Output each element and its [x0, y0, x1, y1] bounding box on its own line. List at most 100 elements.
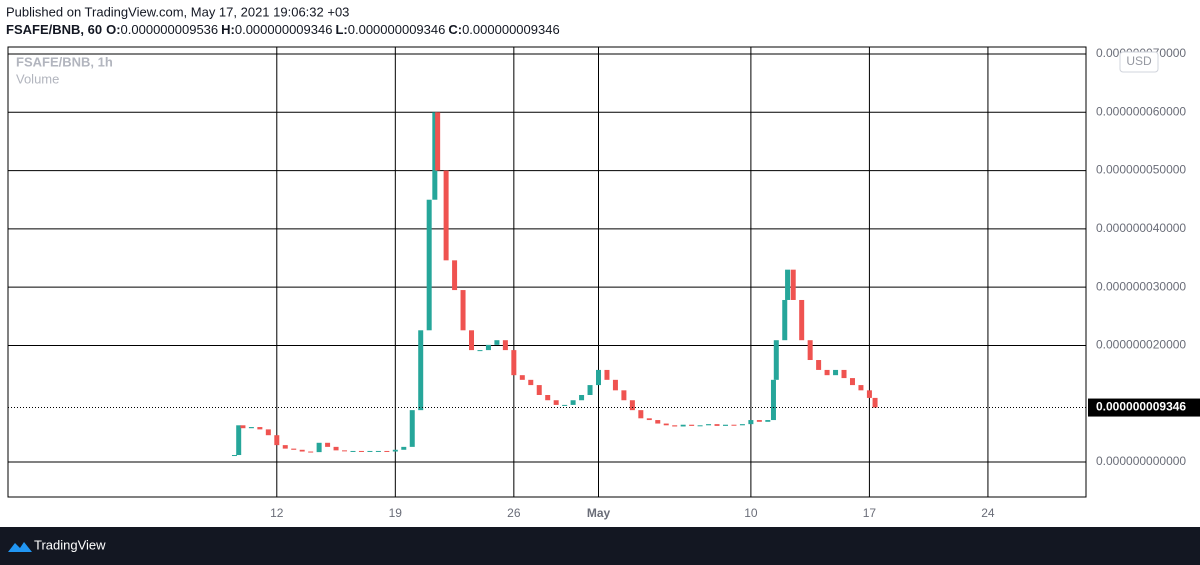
candle: [562, 404, 568, 406]
candle: [872, 397, 878, 408]
candle: [528, 379, 534, 386]
candle: [511, 350, 517, 376]
candle: [477, 350, 483, 352]
symbol: FSAFE/BNB, 60: [6, 22, 102, 37]
candle: [236, 425, 242, 456]
last-price-label: 0.000000009346: [1096, 400, 1186, 414]
candle: [418, 330, 424, 411]
candle: [722, 424, 728, 426]
published-line: Published on TradingView.com, May 17, 20…: [6, 4, 349, 19]
candle: [790, 269, 796, 300]
x-tick-label: May: [587, 506, 611, 520]
ohlc-label: L:: [335, 22, 347, 37]
candle: [485, 344, 491, 351]
candle: [231, 455, 237, 457]
legend-volume: Volume: [16, 71, 59, 86]
candle: [587, 385, 593, 395]
ohlc-label: H:: [221, 22, 235, 37]
candle: [299, 449, 305, 452]
candle: [460, 290, 466, 331]
candle: [274, 435, 280, 446]
legend-symbol: FSAFE/BNB, 1h: [16, 54, 113, 69]
candle: [773, 340, 779, 380]
candle: [748, 420, 754, 425]
candle: [443, 170, 449, 261]
candle: [265, 429, 271, 436]
candle: [596, 369, 602, 386]
candle: [519, 375, 525, 380]
ohlc-label: O:: [106, 22, 120, 37]
candle: [672, 425, 678, 427]
candle: [384, 450, 390, 452]
candle: [426, 199, 432, 331]
candle: [833, 369, 839, 376]
candle: [756, 420, 762, 422]
last-price-box: [1088, 398, 1200, 417]
candle: [866, 390, 872, 398]
candle: [409, 410, 415, 447]
candle: [333, 446, 339, 451]
candle: [375, 450, 381, 452]
y-tick-label: 0.000000050000: [1096, 163, 1186, 177]
candle: [248, 427, 254, 429]
y-tick-label: 0.000000000000: [1096, 454, 1186, 468]
candle: [612, 379, 618, 391]
candle: [401, 446, 407, 450]
candle: [629, 400, 635, 411]
x-tick-label: 17: [863, 506, 877, 520]
candle: [325, 442, 331, 447]
x-tick-label: 12: [270, 506, 284, 520]
candle: [536, 385, 542, 395]
candle: [849, 378, 855, 386]
ohlc-value: 0.000000009346: [462, 22, 560, 37]
ohlc-value: 0.000000009346: [235, 22, 333, 37]
logo: [8, 542, 32, 552]
candle: [841, 369, 847, 379]
candle: [392, 449, 398, 452]
candle: [714, 424, 720, 426]
candle: [545, 394, 551, 401]
candle: [706, 424, 712, 426]
candle: [553, 400, 559, 405]
candle: [765, 420, 771, 422]
candle: [350, 450, 356, 452]
candle: [452, 260, 458, 291]
candle: [824, 369, 830, 376]
x-tick-label: 19: [389, 506, 403, 520]
candle: [782, 299, 788, 341]
candle: [291, 448, 297, 450]
symbol-line: FSAFE/BNB, 60 O:0.000000009536 H:0.0000000…: [6, 22, 560, 37]
candle: [731, 424, 737, 426]
candle: [663, 423, 669, 426]
y-tick-label: 0.000000020000: [1096, 338, 1186, 352]
candle: [739, 424, 745, 426]
x-tick-label: 10: [744, 506, 758, 520]
candle: [807, 340, 813, 361]
candle: [638, 410, 644, 419]
candle: [621, 390, 627, 401]
footer-bar: [0, 527, 1200, 565]
candle: [308, 451, 314, 453]
candle: [502, 340, 508, 351]
candle: [435, 112, 441, 171]
candle: [494, 340, 500, 345]
candle: [689, 424, 695, 426]
candle: [604, 369, 610, 380]
ohlc-label: C:: [448, 22, 462, 37]
y-tick-label: 0.000000060000: [1096, 104, 1186, 118]
brand: TradingView: [34, 537, 106, 552]
candle: [646, 418, 652, 421]
candle: [579, 394, 585, 401]
candle: [316, 442, 322, 453]
x-tick-label: 24: [981, 506, 995, 520]
ohlc-value: 0.000000009346: [348, 22, 446, 37]
currency-box: [1119, 51, 1159, 73]
candle: [655, 420, 661, 424]
candle: [570, 400, 576, 405]
candle: [770, 379, 776, 421]
currency-label: USD: [1126, 54, 1152, 68]
candle: [816, 360, 822, 370]
candle: [282, 445, 288, 449]
